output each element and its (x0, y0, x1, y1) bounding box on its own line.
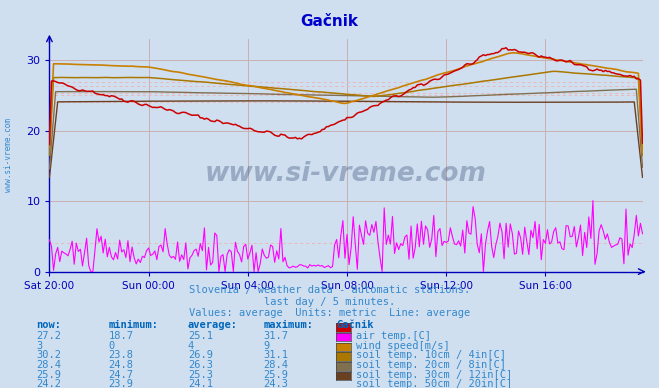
Text: soil temp. 10cm / 4in[C]: soil temp. 10cm / 4in[C] (356, 350, 506, 360)
Text: minimum:: minimum: (109, 320, 159, 330)
Text: 23.9: 23.9 (109, 379, 134, 388)
Text: maximum:: maximum: (264, 320, 314, 330)
Text: 24.3: 24.3 (264, 379, 289, 388)
Text: 28.4: 28.4 (36, 360, 61, 370)
Text: now:: now: (36, 320, 61, 330)
Text: 0: 0 (109, 341, 115, 351)
Text: soil temp. 30cm / 12in[C]: soil temp. 30cm / 12in[C] (356, 370, 512, 380)
Text: 30.2: 30.2 (36, 350, 61, 360)
Text: 24.8: 24.8 (109, 360, 134, 370)
Text: 25.9: 25.9 (36, 370, 61, 380)
Text: Slovenia / weather data - automatic stations.: Slovenia / weather data - automatic stat… (189, 285, 470, 295)
Text: 24.2: 24.2 (36, 379, 61, 388)
Text: Gačnik: Gačnik (301, 14, 358, 29)
Text: 25.9: 25.9 (264, 370, 289, 380)
Text: www.si-vreme.com: www.si-vreme.com (205, 161, 487, 187)
Text: 4: 4 (188, 341, 194, 351)
Text: soil temp. 20cm / 8in[C]: soil temp. 20cm / 8in[C] (356, 360, 506, 370)
Text: soil temp. 50cm / 20in[C]: soil temp. 50cm / 20in[C] (356, 379, 512, 388)
Text: last day / 5 minutes.: last day / 5 minutes. (264, 297, 395, 307)
Text: 26.3: 26.3 (188, 360, 213, 370)
Text: www.si-vreme.com: www.si-vreme.com (4, 118, 13, 192)
Text: 9: 9 (264, 341, 270, 351)
Text: 24.1: 24.1 (188, 379, 213, 388)
Text: 24.7: 24.7 (109, 370, 134, 380)
Text: 31.7: 31.7 (264, 331, 289, 341)
Text: 28.4: 28.4 (264, 360, 289, 370)
Text: wind speed[m/s]: wind speed[m/s] (356, 341, 449, 351)
Text: Gačnik: Gačnik (336, 320, 374, 330)
Text: 25.1: 25.1 (188, 331, 213, 341)
Text: 23.8: 23.8 (109, 350, 134, 360)
Text: 27.2: 27.2 (36, 331, 61, 341)
Text: 26.9: 26.9 (188, 350, 213, 360)
Text: Values: average  Units: metric  Line: average: Values: average Units: metric Line: aver… (189, 308, 470, 319)
Text: 18.7: 18.7 (109, 331, 134, 341)
Text: 3: 3 (36, 341, 42, 351)
Text: 25.3: 25.3 (188, 370, 213, 380)
Text: air temp.[C]: air temp.[C] (356, 331, 431, 341)
Text: average:: average: (188, 320, 238, 330)
Text: 31.1: 31.1 (264, 350, 289, 360)
